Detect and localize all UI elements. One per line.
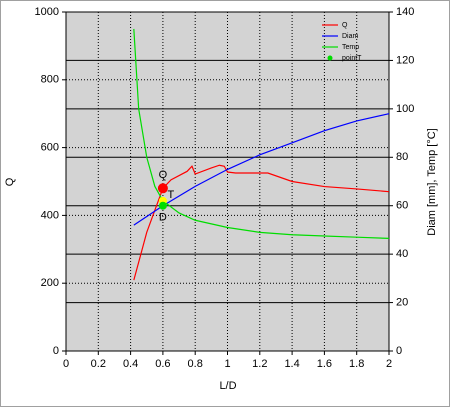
plot-border: [65, 11, 390, 352]
series-line: [133, 164, 390, 281]
legend-label: pointT: [342, 55, 362, 62]
series-line: [133, 113, 390, 226]
x-axis-label: L/D: [219, 380, 236, 392]
point-label: D: [159, 212, 167, 224]
point-marker: [157, 183, 168, 194]
x-tick-label: 0.6: [155, 358, 170, 370]
x-tick-label: 2: [386, 358, 392, 370]
series-line: [133, 28, 390, 240]
x-tick-label: 0.4: [123, 358, 138, 370]
x-tick-label: 1.6: [317, 358, 332, 370]
y2-tick-label: 40: [396, 248, 408, 260]
y-tick-label: 600: [41, 142, 59, 154]
legend-swatch: [327, 55, 333, 61]
y2-tick-label: 0: [396, 345, 402, 357]
y2-tick-label: 100: [396, 103, 414, 115]
y2-tick-label: 20: [396, 296, 408, 308]
y2-tick-label: 120: [396, 54, 414, 66]
x-tick-label: 1.4: [284, 358, 299, 370]
y2-tick-label: 140: [396, 6, 414, 18]
y2-axis-label: Diam [mm], Temp [°C]: [426, 128, 438, 236]
y-tick-label: 200: [41, 277, 59, 289]
x-tick-label: 1.2: [252, 358, 267, 370]
legend-label: Q: [342, 22, 348, 29]
legend-label: Temp: [342, 44, 359, 51]
x-tick-label: 0.2: [91, 358, 106, 370]
point-marker: [158, 201, 167, 210]
x-tick-label: 1: [224, 358, 230, 370]
x-tick-label: 0.8: [188, 358, 203, 370]
y-tick-label: 400: [41, 209, 59, 221]
y2-tick-label: 60: [396, 200, 408, 212]
y-tick-label: 1000: [35, 6, 59, 18]
y-tick-label: 800: [41, 74, 59, 86]
x-tick-label: 0: [63, 358, 69, 370]
x-tick-label: 1.8: [349, 358, 364, 370]
point-label: Q: [159, 169, 168, 181]
point-label: T: [168, 189, 175, 201]
legend-label: Diam: [342, 33, 359, 40]
y-axis-label: Q: [4, 177, 16, 186]
y-tick-label: 0: [53, 345, 59, 357]
y2-tick-label: 80: [396, 151, 408, 163]
